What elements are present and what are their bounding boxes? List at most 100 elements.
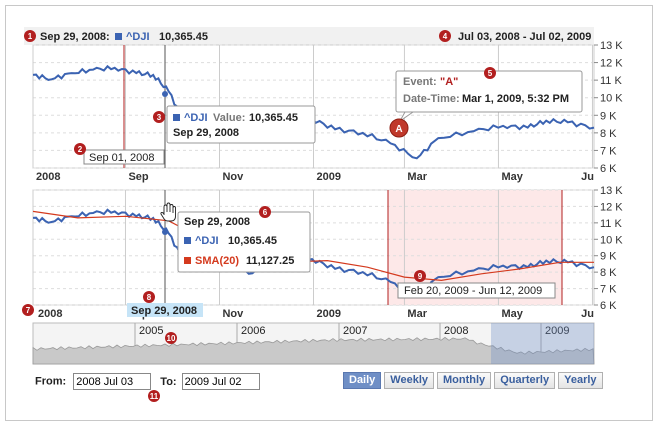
callout-marker-number: 11 (150, 392, 159, 401)
lower-tooltip (177, 211, 311, 273)
period-button-group: Daily Weekly Monthly Quarterly Yearly (343, 372, 603, 389)
main-tooltip-series: ^DJI (184, 112, 208, 124)
callout-marker-2 (74, 143, 86, 155)
event-tooltip-datetime: Mar 1, 2009, 5:32 PM (462, 93, 569, 105)
y-axis: 6 K 7 K 8 K 9 K 10 K 11 K 12 K 13 K 6 K 7 K 8 K 9 K… (594, 40, 623, 312)
y-tick-label: 9 K (600, 110, 617, 122)
daily-button[interactable]: Daily (343, 372, 382, 389)
lower-tooltip-sma-name: SMA(20) (195, 255, 239, 267)
navigator-year-label: 2008 (444, 325, 468, 337)
y-tick-label: 12 K (600, 58, 623, 70)
range-flag-lower-text: Feb 20, 2009 - Jun 12, 2009 (404, 285, 542, 297)
x-tick-label: Nov (222, 171, 244, 183)
from-label: From: (35, 375, 67, 388)
navigator-year-label: 2005 (139, 325, 163, 337)
lower-tooltip-dji-value: 10,365.45 (228, 235, 277, 247)
y-tick-label: 8 K (600, 267, 617, 279)
navigator-year-label: 2006 (241, 325, 265, 337)
header-series-swatch (115, 33, 122, 40)
yearly-button[interactable]: Yearly (558, 372, 603, 389)
lower-tooltip-dji-name: ^DJI (195, 235, 219, 247)
navigator-content: 2005 2006 2007 2008 2009 (32, 323, 595, 365)
sma-series-line (32, 210, 594, 282)
callout-marker-7 (22, 304, 34, 316)
monthly-button[interactable]: Monthly (437, 372, 492, 389)
x-tick-label: May (501, 171, 523, 183)
callout-marker-number: 8 (147, 293, 152, 302)
y-tick-label: 7 K (600, 284, 617, 296)
weekly-button[interactable]: Weekly (384, 372, 435, 389)
callout-marker-number: 7 (26, 306, 31, 315)
event-marker-a[interactable] (389, 118, 409, 138)
lower-tooltip-sma-value: 11,127.25 (246, 255, 294, 267)
header-series-name: ^DJI (126, 31, 150, 43)
x-tick-label: May (501, 308, 523, 320)
cursor-point-lower (162, 229, 168, 235)
range-flag-main (83, 149, 165, 165)
x-cursor-label-text: Sep 29, 2008 (131, 305, 197, 317)
cursor-point-main (162, 91, 168, 97)
callout-marker-11 (148, 390, 160, 402)
date-range-form: From: To: (35, 373, 260, 390)
range-flag-lower (397, 282, 556, 299)
event-tooltip-pointer (399, 111, 415, 122)
navigator-year-label: 2009 (545, 325, 569, 337)
event-tooltip-datetime-label: Date-Time: (403, 93, 460, 105)
header-bar (24, 27, 594, 45)
main-tooltip-swatch (173, 114, 180, 121)
x-tick-label: Nov (222, 308, 244, 320)
main-tooltip (166, 105, 316, 144)
from-date-input[interactable] (73, 373, 152, 390)
x-tick-label: 2008 (38, 308, 62, 320)
event-marker-a-letter: A (395, 124, 402, 135)
x-tick-label: 2008 (36, 171, 60, 183)
callout-marker-4 (439, 30, 451, 42)
hand-cursor-icon (160, 202, 176, 222)
event-tooltip-event-name: "A" (440, 76, 458, 88)
event-tooltip-event-label: Event: (403, 76, 437, 88)
quarterly-button[interactable]: Quarterly (494, 372, 556, 389)
callout-marker-number: 2 (78, 145, 83, 154)
callout-marker-number: 1 (28, 32, 33, 41)
y-tick-label: 10 K (600, 93, 623, 105)
x-tick-label: 2009 (317, 171, 341, 183)
y-tick-label: 10 K (600, 234, 623, 246)
y-tick-label: 7 K (600, 145, 617, 157)
header-range-label: Jul 03, 2008 - Jul 02, 2009 (458, 31, 591, 43)
header-hover-date: Sep 29, 2008: (40, 31, 110, 43)
lower-tooltip-swatch-dji (184, 237, 191, 244)
callout-marker-9 (414, 270, 426, 282)
callout-marker-5 (484, 67, 496, 79)
to-date-input[interactable] (181, 373, 260, 390)
y-tick-label: 12 K (600, 201, 623, 213)
x-tick-label: Mar (407, 171, 427, 183)
main-tooltip-value-label: Value: (213, 112, 245, 124)
x-cursor-label (127, 303, 203, 317)
y-tick-label: 6 K (600, 163, 617, 175)
navigator-selection[interactable] (491, 323, 594, 364)
numbered-markers: 1 2 3 4 5 6 7 8 9 10 11 (22, 30, 496, 402)
x-tick-label: Ju (581, 308, 594, 320)
x-tick-label: Sep (128, 171, 148, 183)
x-tick-label: 2009 (317, 308, 341, 320)
y-tick-label: 8 K (600, 128, 617, 140)
navigator-year-label: 2007 (343, 325, 367, 337)
x-tick-label: Mar (407, 308, 427, 320)
range-flag-main-text: Sep 01, 2008 (89, 152, 154, 164)
callout-marker-number: 10 (167, 334, 176, 343)
callout-marker-number: 5 (488, 69, 493, 78)
y-tick-label: 11 K (600, 218, 622, 230)
y-tick-label: 11 K (600, 75, 622, 87)
callout-marker-number: 6 (263, 208, 268, 217)
callout-marker-number: 4 (443, 32, 448, 41)
y-tick-label: 13 K (600, 40, 623, 52)
y-tick-label: 6 K (600, 300, 617, 312)
callout-marker-6 (259, 206, 271, 218)
y-tick-label: 9 K (600, 251, 617, 263)
lower-tooltip-date: Sep 29, 2008 (184, 216, 250, 228)
lower-tooltip-swatch-sma (184, 257, 191, 264)
callout-marker-3 (153, 111, 165, 123)
header-series-value: 10,365.45 (159, 31, 208, 43)
main-tooltip-date: Sep 29, 2008 (173, 127, 239, 139)
